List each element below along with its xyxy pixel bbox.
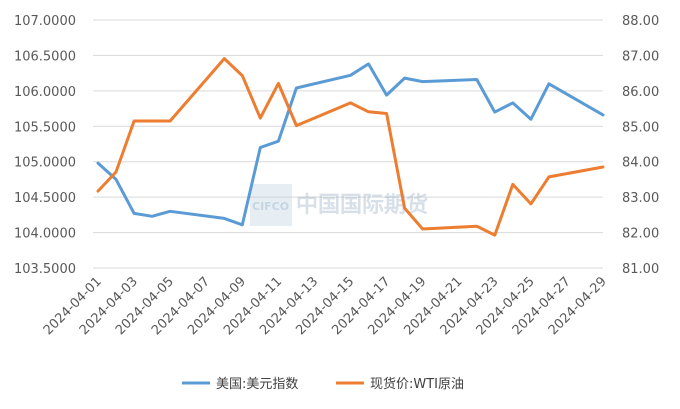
left-tick-label: 103.5000: [14, 262, 76, 277]
legend-label: 美国:美元指数: [216, 377, 298, 392]
right-tick-label: 86.00: [622, 85, 659, 100]
left-tick-label: 106.0000: [14, 85, 76, 100]
watermark-text: 中国国际期货: [296, 192, 428, 218]
left-tick-label: 107.0000: [14, 14, 76, 29]
watermark-logo-text: CIFCO: [252, 200, 289, 213]
right-tick-label: 81.00: [622, 262, 659, 277]
legend: 美国:美元指数 现货价:WTI原油: [182, 376, 464, 392]
right-tick-label: 85.00: [622, 120, 659, 135]
series-lines: [96, 57, 605, 237]
left-tick-label: 106.5000: [14, 49, 76, 64]
right-tick-label: 88.00: [622, 14, 659, 29]
watermark-logo-box: [250, 184, 292, 226]
right-tick-label: 87.00: [622, 49, 659, 64]
left-tick-label: 104.0000: [14, 227, 76, 242]
right-axis-ticks: 81.00 82.00 83.00 84.00 85.00 86.00 87.00 88.00: [622, 14, 659, 277]
legend-label: 现货价:WTI原油: [370, 376, 464, 392]
right-tick-label: 83.00: [622, 191, 659, 206]
left-axis-ticks: 103.5000 104.0000 104.5000 105.0000 105.5000…: [14, 14, 76, 277]
x-axis-ticks: 2024-04-012024-04-032024-04-052024-04-07…: [41, 274, 610, 338]
left-tick-label: 105.0000: [14, 156, 76, 171]
watermark: CIFCO 中国国际期货: [250, 184, 428, 226]
gridlines: [93, 19, 603, 269]
right-tick-label: 84.00: [622, 156, 659, 171]
left-tick-label: 105.5000: [14, 120, 76, 135]
left-tick-label: 104.5000: [14, 191, 76, 206]
right-tick-label: 82.00: [622, 227, 659, 242]
